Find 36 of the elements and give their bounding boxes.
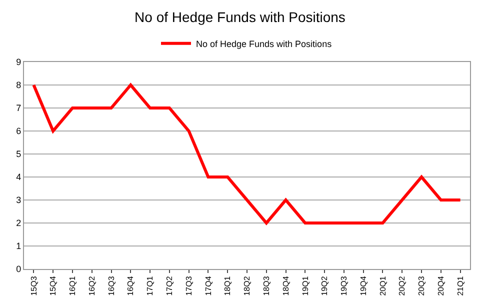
x-tick-label: 20Q2 (398, 276, 407, 296)
x-tick-label: 16Q2 (87, 276, 96, 296)
line-series (32, 84, 462, 224)
y-tick-label: 4 (16, 172, 22, 182)
y-tick-label: 1 (16, 241, 22, 252)
y-tick-label: 0 (16, 264, 22, 274)
x-tick-label: 15Q4 (48, 276, 58, 296)
y-tick-label: 2 (16, 218, 22, 228)
x-tick-label: 15Q3 (29, 276, 38, 296)
y-tick-label: 8 (16, 80, 22, 90)
x-tick-label: 20Q4 (436, 276, 446, 296)
x-tick-label: 18Q4 (281, 276, 290, 296)
y-tick-label: 5 (16, 149, 22, 160)
x-tick-label: 16Q4 (126, 276, 136, 296)
x-tick-label: 16Q3 (106, 276, 116, 296)
x-tick-label: 18Q2 (242, 276, 252, 296)
x-tick-label: 17Q1 (146, 276, 155, 296)
y-tick-label: 6 (16, 126, 22, 136)
x-tick-label: 19Q3 (340, 276, 349, 296)
x-tick-label: 20Q3 (417, 276, 426, 296)
x-tick-label: 20Q1 (378, 276, 388, 296)
x-tick-label: 18Q3 (262, 276, 271, 296)
x-tick-label: 18Q1 (223, 276, 232, 296)
x-tick-label: 19Q1 (300, 276, 310, 296)
legend-label: No of Hedge Funds with Positions (196, 38, 332, 49)
x-tick-label: 16Q1 (68, 276, 78, 296)
x-tick-label: 19Q2 (320, 276, 330, 296)
y-tick-label: 3 (16, 195, 22, 206)
x-tick-label: 17Q4 (204, 276, 213, 296)
chart-title: No of Hedge Funds with Positions (134, 9, 346, 25)
x-tick-label: 17Q3 (184, 276, 194, 296)
y-tick-label: 9 (16, 57, 22, 68)
y-tick-label: 7 (16, 103, 22, 114)
x-tick-label: 21Q1 (456, 276, 465, 296)
x-tick-label: 19Q4 (358, 276, 368, 296)
x-tick-label: 17Q2 (165, 276, 174, 296)
